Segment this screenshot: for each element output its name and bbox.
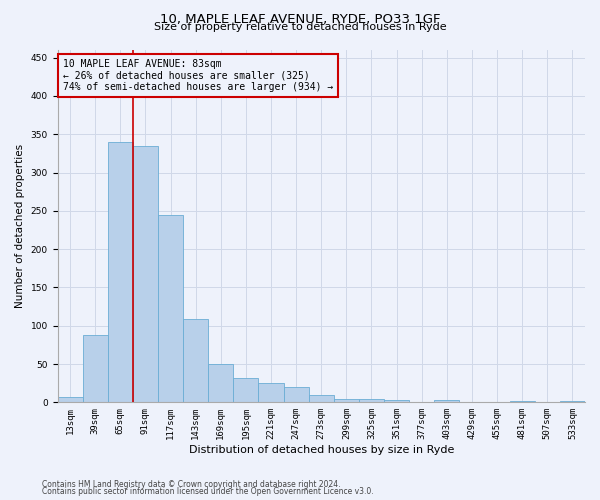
Text: 10, MAPLE LEAF AVENUE, RYDE, PO33 1GF: 10, MAPLE LEAF AVENUE, RYDE, PO33 1GF — [160, 12, 440, 26]
Text: Contains HM Land Registry data © Crown copyright and database right 2024.: Contains HM Land Registry data © Crown c… — [42, 480, 341, 489]
Bar — [58, 397, 83, 402]
Bar — [560, 401, 585, 402]
Text: Contains public sector information licensed under the Open Government Licence v3: Contains public sector information licen… — [42, 487, 374, 496]
Bar — [133, 146, 158, 402]
Text: Size of property relative to detached houses in Ryde: Size of property relative to detached ho… — [154, 22, 446, 32]
Bar — [434, 400, 460, 402]
Bar — [233, 378, 259, 402]
Bar — [208, 364, 233, 403]
Bar — [309, 394, 334, 402]
Text: 10 MAPLE LEAF AVENUE: 83sqm
← 26% of detached houses are smaller (325)
74% of se: 10 MAPLE LEAF AVENUE: 83sqm ← 26% of det… — [63, 59, 333, 92]
X-axis label: Distribution of detached houses by size in Ryde: Distribution of detached houses by size … — [188, 445, 454, 455]
Bar — [284, 387, 309, 402]
Bar — [83, 335, 108, 402]
Bar — [108, 142, 133, 403]
Bar — [384, 400, 409, 402]
Bar — [509, 401, 535, 402]
Bar — [158, 214, 183, 402]
Bar — [334, 398, 359, 402]
Y-axis label: Number of detached properties: Number of detached properties — [15, 144, 25, 308]
Bar — [259, 383, 284, 402]
Bar — [183, 319, 208, 402]
Bar — [359, 398, 384, 402]
